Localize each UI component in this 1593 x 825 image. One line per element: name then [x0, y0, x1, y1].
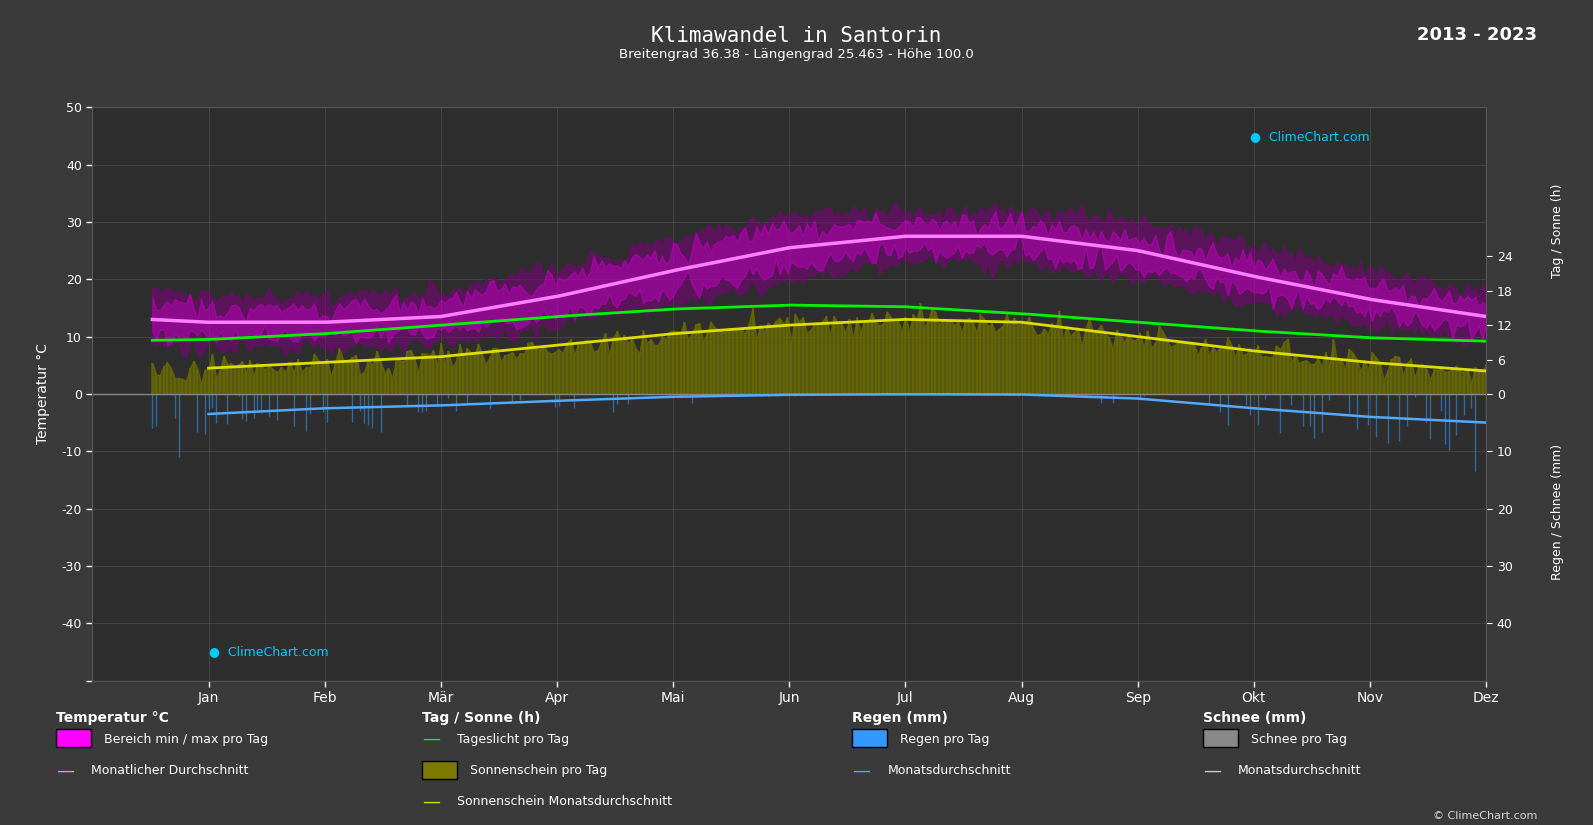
Text: Monatsdurchschnitt: Monatsdurchschnitt: [887, 764, 1012, 777]
Text: ●  ClimeChart.com: ● ClimeChart.com: [1251, 130, 1370, 144]
Text: 2013 - 2023: 2013 - 2023: [1418, 26, 1537, 45]
Text: Schnee pro Tag: Schnee pro Tag: [1251, 733, 1346, 746]
Text: Temperatur °C: Temperatur °C: [56, 711, 169, 725]
Y-axis label: Temperatur °C: Temperatur °C: [37, 343, 51, 445]
Text: Tag / Sonne (h): Tag / Sonne (h): [1552, 184, 1564, 278]
Text: Klimawandel in Santorin: Klimawandel in Santorin: [652, 26, 941, 46]
Text: Regen / Schnee (mm): Regen / Schnee (mm): [1552, 444, 1564, 579]
Text: Tag / Sonne (h): Tag / Sonne (h): [422, 711, 540, 725]
Text: Schnee (mm): Schnee (mm): [1203, 711, 1306, 725]
Text: Regen (mm): Regen (mm): [852, 711, 948, 725]
Text: ●  ClimeChart.com: ● ClimeChart.com: [209, 644, 328, 658]
Text: —: —: [422, 730, 440, 748]
Text: Regen pro Tag: Regen pro Tag: [900, 733, 989, 746]
Text: —: —: [1203, 761, 1220, 780]
Text: Bereich min / max pro Tag: Bereich min / max pro Tag: [104, 733, 268, 746]
Text: Monatlicher Durchschnitt: Monatlicher Durchschnitt: [91, 764, 249, 777]
Text: Tageslicht pro Tag: Tageslicht pro Tag: [457, 733, 569, 746]
Text: Sonnenschein Monatsdurchschnitt: Sonnenschein Monatsdurchschnitt: [457, 795, 672, 808]
Text: Breitengrad 36.38 - Längengrad 25.463 - Höhe 100.0: Breitengrad 36.38 - Längengrad 25.463 - …: [620, 48, 973, 61]
Text: © ClimeChart.com: © ClimeChart.com: [1432, 811, 1537, 821]
Text: —: —: [852, 761, 870, 780]
Text: —: —: [56, 761, 73, 780]
Text: Monatsdurchschnitt: Monatsdurchschnitt: [1238, 764, 1362, 777]
Text: Sonnenschein pro Tag: Sonnenschein pro Tag: [470, 764, 607, 777]
Text: —: —: [422, 793, 440, 811]
